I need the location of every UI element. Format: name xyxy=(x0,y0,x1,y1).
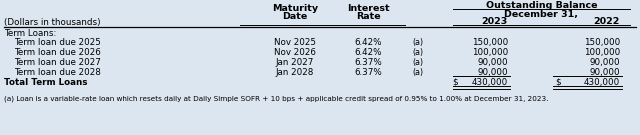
Text: 90,000: 90,000 xyxy=(589,58,620,67)
Text: 150,000: 150,000 xyxy=(472,38,508,47)
Text: 90,000: 90,000 xyxy=(589,68,620,77)
Text: 6.42%: 6.42% xyxy=(355,38,381,47)
Text: Term loan due 2025: Term loan due 2025 xyxy=(14,38,101,47)
Text: Outstanding Balance: Outstanding Balance xyxy=(486,1,597,10)
Text: 2023: 2023 xyxy=(482,17,508,26)
Text: 100,000: 100,000 xyxy=(472,48,508,57)
Text: December 31,: December 31, xyxy=(504,10,579,19)
Text: Jan 2027: Jan 2027 xyxy=(276,58,314,67)
Text: Term Loans:: Term Loans: xyxy=(4,29,56,38)
Text: $: $ xyxy=(555,78,561,87)
Text: 430,000: 430,000 xyxy=(584,78,620,87)
Text: Maturity: Maturity xyxy=(272,4,318,13)
Text: 430,000: 430,000 xyxy=(472,78,508,87)
Text: 90,000: 90,000 xyxy=(477,58,508,67)
Text: Jan 2028: Jan 2028 xyxy=(276,68,314,77)
Text: (a): (a) xyxy=(412,58,424,67)
Text: 150,000: 150,000 xyxy=(584,38,620,47)
Text: (Dollars in thousands): (Dollars in thousands) xyxy=(4,18,100,27)
Text: $: $ xyxy=(452,78,458,87)
Text: 6.37%: 6.37% xyxy=(354,68,382,77)
Text: (a): (a) xyxy=(412,38,424,47)
Text: Date: Date xyxy=(282,12,308,21)
Text: Interest: Interest xyxy=(347,4,389,13)
Text: 6.37%: 6.37% xyxy=(354,58,382,67)
Text: (a) Loan is a variable-rate loan which resets daily at Daily Simple SOFR + 10 bp: (a) Loan is a variable-rate loan which r… xyxy=(4,95,548,102)
Text: 90,000: 90,000 xyxy=(477,68,508,77)
Text: Nov 2025: Nov 2025 xyxy=(274,38,316,47)
Text: 100,000: 100,000 xyxy=(584,48,620,57)
Text: Term loan due 2026: Term loan due 2026 xyxy=(14,48,100,57)
Text: Term loan due 2027: Term loan due 2027 xyxy=(14,58,101,67)
Text: 2022: 2022 xyxy=(594,17,620,26)
Text: Total Term Loans: Total Term Loans xyxy=(4,78,88,87)
Text: (a): (a) xyxy=(412,48,424,57)
Text: Rate: Rate xyxy=(356,12,380,21)
Text: (a): (a) xyxy=(412,68,424,77)
Text: 6.42%: 6.42% xyxy=(355,48,381,57)
Text: Term loan due 2028: Term loan due 2028 xyxy=(14,68,101,77)
Text: Nov 2026: Nov 2026 xyxy=(274,48,316,57)
